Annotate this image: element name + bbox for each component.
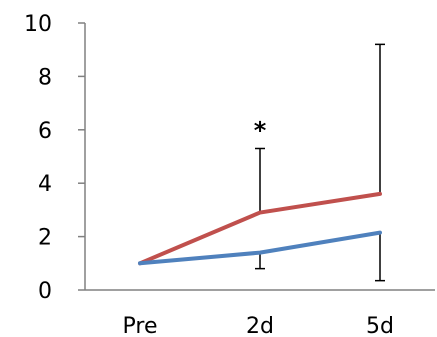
x-axis-ticks: Pre 2d 5d [123, 314, 394, 337]
y-tick-label: 8 [38, 65, 52, 90]
error-bars [255, 43, 385, 282]
y-tick-label: 4 [38, 172, 52, 197]
x-tick-label: Pre [123, 314, 158, 337]
y-tick-label: 6 [38, 119, 52, 144]
series-lines [138, 191, 382, 266]
series-line-2 [138, 230, 382, 266]
y-axis-ticks: 0 2 4 6 8 10 [24, 12, 85, 304]
axes [84, 23, 435, 291]
x-tick-label: 5d [366, 314, 394, 337]
series-line-1 [138, 191, 382, 266]
y-tick-label: 0 [38, 279, 52, 304]
x-tick-label: 2d [246, 314, 274, 337]
y-tick-label: 10 [24, 12, 52, 37]
y-tick-label: 2 [38, 226, 52, 251]
annotations: * [254, 116, 267, 144]
significance-asterisk: * [254, 116, 267, 144]
